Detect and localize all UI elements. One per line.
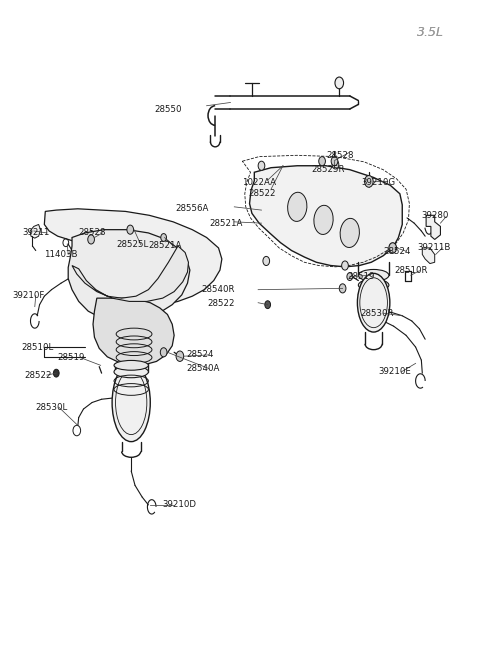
Circle shape xyxy=(319,157,325,166)
Circle shape xyxy=(265,301,271,309)
Ellipse shape xyxy=(158,271,177,303)
Circle shape xyxy=(342,261,348,270)
Circle shape xyxy=(364,176,373,187)
Ellipse shape xyxy=(77,242,93,259)
Text: 28510L: 28510L xyxy=(22,343,54,352)
Polygon shape xyxy=(44,209,222,306)
Text: 39210G: 39210G xyxy=(362,178,396,187)
Polygon shape xyxy=(426,215,441,240)
Text: 28522: 28522 xyxy=(208,299,235,308)
Text: 3.5L: 3.5L xyxy=(417,26,444,39)
Circle shape xyxy=(389,243,396,253)
Text: 28525L: 28525L xyxy=(116,240,148,249)
Text: 28528: 28528 xyxy=(79,229,106,237)
Circle shape xyxy=(339,284,346,293)
Text: 11403B: 11403B xyxy=(44,250,78,259)
Polygon shape xyxy=(30,225,40,238)
Ellipse shape xyxy=(340,218,360,248)
Ellipse shape xyxy=(314,205,333,234)
Text: 39210D: 39210D xyxy=(163,500,197,510)
Ellipse shape xyxy=(359,269,389,281)
Circle shape xyxy=(88,235,95,244)
Circle shape xyxy=(258,161,265,170)
Text: 28524: 28524 xyxy=(187,350,214,360)
Polygon shape xyxy=(68,230,190,321)
Ellipse shape xyxy=(76,246,94,278)
Circle shape xyxy=(161,234,167,242)
Text: 39280: 39280 xyxy=(421,211,449,220)
Circle shape xyxy=(127,225,133,234)
Text: 28522: 28522 xyxy=(24,371,52,380)
Text: 39210E: 39210E xyxy=(378,367,411,377)
Circle shape xyxy=(331,157,338,166)
Text: 3.5L: 3.5L xyxy=(417,26,444,39)
Text: 39211B: 39211B xyxy=(418,244,451,252)
Polygon shape xyxy=(72,246,189,301)
Text: 28540R: 28540R xyxy=(202,285,235,294)
Circle shape xyxy=(332,160,339,169)
Ellipse shape xyxy=(114,366,148,378)
Text: 28522: 28522 xyxy=(248,189,276,198)
Text: 28524: 28524 xyxy=(383,247,411,255)
Polygon shape xyxy=(93,298,174,365)
Text: 39210F: 39210F xyxy=(12,291,45,300)
Text: 28550: 28550 xyxy=(154,105,182,113)
Text: 28519: 28519 xyxy=(347,272,374,281)
Circle shape xyxy=(73,425,81,436)
Text: 28530L: 28530L xyxy=(36,403,68,411)
Text: 28528: 28528 xyxy=(326,151,353,160)
Polygon shape xyxy=(422,248,435,263)
Text: 39211: 39211 xyxy=(23,229,50,237)
Ellipse shape xyxy=(160,266,175,284)
Ellipse shape xyxy=(116,258,134,290)
Circle shape xyxy=(335,77,344,89)
Text: 28525R: 28525R xyxy=(312,165,345,174)
Ellipse shape xyxy=(114,360,148,370)
Ellipse shape xyxy=(359,289,389,301)
Circle shape xyxy=(160,348,167,357)
Ellipse shape xyxy=(118,253,133,271)
Ellipse shape xyxy=(288,193,307,221)
Ellipse shape xyxy=(359,279,389,291)
Text: 1022AA: 1022AA xyxy=(242,178,276,187)
Polygon shape xyxy=(250,166,402,267)
Text: 28510R: 28510R xyxy=(395,266,428,275)
Text: 28530R: 28530R xyxy=(360,309,394,318)
Text: 28521A: 28521A xyxy=(148,242,182,250)
Circle shape xyxy=(53,369,59,377)
Text: 28519: 28519 xyxy=(58,353,85,362)
Text: 28556A: 28556A xyxy=(176,204,209,213)
Text: 28540A: 28540A xyxy=(187,364,220,373)
Ellipse shape xyxy=(112,364,150,441)
Text: 28521A: 28521A xyxy=(209,219,242,228)
Circle shape xyxy=(263,256,270,265)
Circle shape xyxy=(347,272,353,280)
Ellipse shape xyxy=(358,273,390,332)
Circle shape xyxy=(176,351,184,362)
